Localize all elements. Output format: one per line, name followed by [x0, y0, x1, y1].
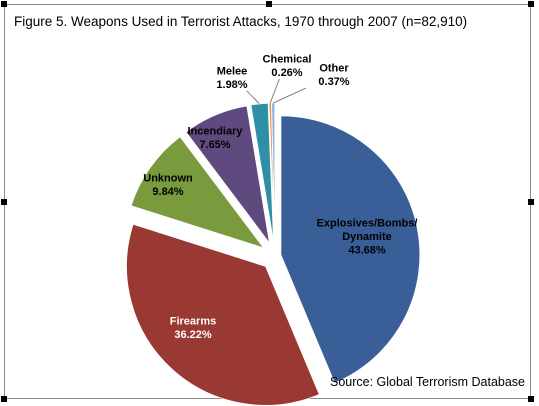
resize-handle-mid-right[interactable] [528, 199, 534, 205]
leader-lines [246, 78, 307, 105]
slice-explosives-bombs-dynamite [280, 115, 421, 384]
slice-label-melee: Melee 1.98% [216, 65, 247, 91]
slice-other [271, 102, 276, 243]
slice-unknown [130, 136, 265, 249]
slice-label-unknown: Unknown 9.84% [143, 172, 193, 198]
leader-line-melee [246, 90, 260, 105]
slice-label-incendiary: Incendiary 7.65% [187, 125, 243, 151]
resize-handle-bottom-right[interactable] [528, 396, 534, 402]
resize-handle-top-mid[interactable] [266, 1, 272, 7]
slice-firearms [126, 223, 320, 406]
resize-handle-mid-left[interactable] [1, 199, 7, 205]
pie-slices [126, 102, 421, 406]
leader-line-other [273, 87, 307, 104]
leader-line-chemical [269, 78, 280, 104]
source-note: Source: Global Terrorism Database [330, 375, 525, 389]
slice-label-chemical: Chemical 0.26% [263, 53, 312, 79]
resize-handle-bottom-left[interactable] [1, 396, 7, 402]
resize-handle-top-right[interactable] [528, 1, 534, 7]
slice-label-firearms: Firearms 36.22% [170, 315, 216, 341]
slice-labels: Explosives/Bombs/Dynamite 43.68% Firearms 3… [143, 53, 417, 341]
slice-label-other: Other 0.37% [318, 62, 349, 88]
slice-label-explosives-bombs-dynamite: Explosives/Bombs/Dynamite 43.68% [317, 218, 418, 257]
slice-incendiary [185, 105, 270, 244]
resize-handle-top-left[interactable] [1, 1, 7, 7]
chart-title: Figure 5. Weapons Used in Terrorist Atta… [14, 14, 468, 29]
